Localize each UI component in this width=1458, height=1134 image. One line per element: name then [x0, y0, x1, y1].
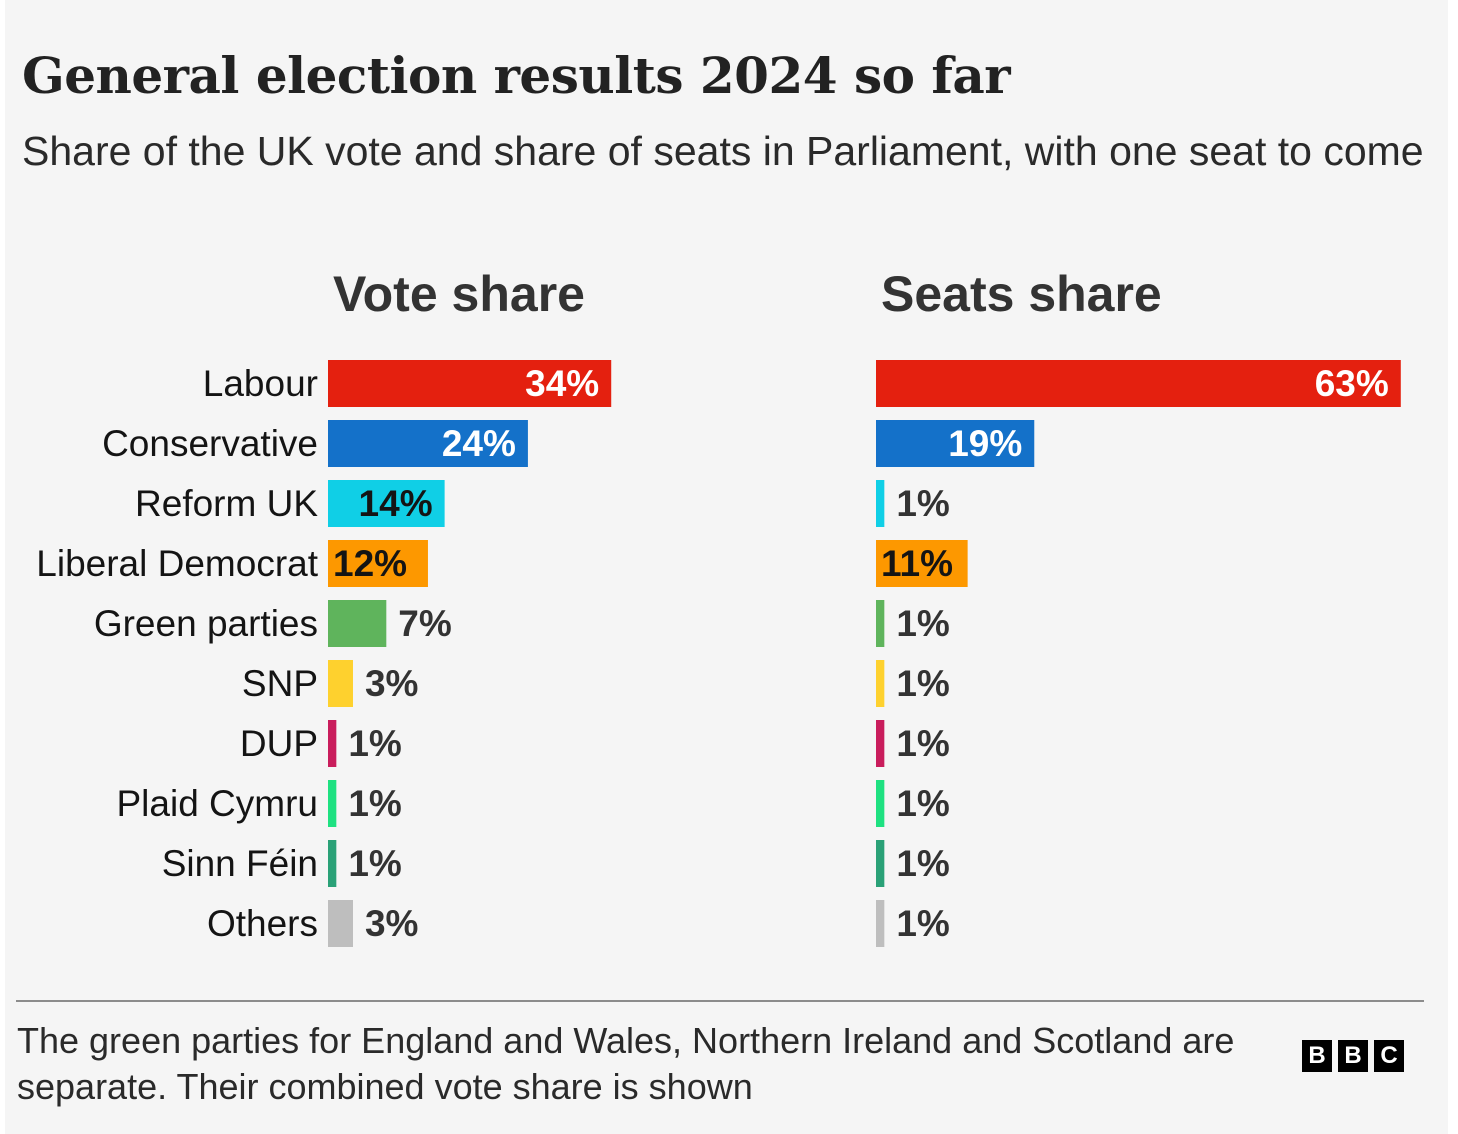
vote-value-label-sinn-fein: 1%	[348, 843, 401, 884]
category-label-sinn-fein: Sinn Féin	[162, 843, 318, 884]
seats-value-label-dup: 1%	[896, 723, 949, 764]
vote-bar-labour	[328, 360, 612, 407]
vote-share-panel-title: Vote share	[333, 266, 585, 322]
vote-bar-conservative	[328, 420, 528, 467]
category-label-others: Others	[207, 903, 318, 944]
seats-value-label-sinn-fein: 1%	[896, 843, 949, 884]
category-label-conservative: Conservative	[102, 423, 318, 464]
vote-bar-dup	[328, 720, 337, 767]
bar-chart: Labour Conservative Reform UK Liberal Democ…	[36, 360, 1401, 947]
chart-subtitle: Share of the UK vote and share of seats …	[22, 128, 1424, 174]
chart-card: General election results 2024 so far Sha…	[5, 0, 1448, 1134]
seats-bar-sinn-fein	[876, 840, 885, 887]
seats-bar-dup	[876, 720, 885, 767]
vote-value-label-green-parties: 7%	[398, 603, 451, 644]
category-label-green-parties: Green parties	[94, 603, 318, 644]
vote-bar-liberal-democrat	[328, 540, 428, 587]
vote-bar-snp	[328, 660, 353, 707]
vote-value-label-dup: 1%	[348, 723, 401, 764]
vote-value-label-liberal-democrat: 12%	[333, 543, 407, 584]
vote-value-label-snp: 3%	[365, 663, 418, 704]
category-label-dup: DUP	[240, 723, 318, 764]
category-label-plaid-cymru: Plaid Cymru	[117, 783, 319, 824]
seats-bar-others	[876, 900, 885, 947]
category-label-reform-uk: Reform UK	[135, 483, 318, 524]
seats-value-label-reform-uk: 1%	[896, 483, 949, 524]
vote-bar-reform-uk	[328, 480, 445, 527]
seats-value-label-labour: 63%	[1315, 363, 1389, 404]
vote-bar-plaid-cymru	[328, 780, 337, 827]
bbc-logo: B B C	[1302, 1040, 1404, 1072]
seats-bar-conservative	[876, 420, 1035, 467]
category-label-labour: Labour	[203, 363, 318, 404]
category-label-liberal-democrat: Liberal Democrat	[36, 543, 318, 584]
vote-value-label-reform-uk: 14%	[359, 483, 433, 524]
seats-value-label-plaid-cymru: 1%	[896, 783, 949, 824]
vote-value-label-plaid-cymru: 1%	[348, 783, 401, 824]
seats-bar-reform-uk	[876, 480, 885, 527]
footnote: The green parties for England and Wales,…	[17, 1020, 1235, 1107]
seats-value-label-liberal-democrat: 11%	[881, 543, 953, 584]
vote-value-label-conservative: 24%	[442, 423, 516, 464]
seats-bar-liberal-democrat	[876, 540, 968, 587]
seats-value-label-conservative: 19%	[948, 423, 1022, 464]
seats-value-label-snp: 1%	[896, 663, 949, 704]
seats-bar-snp	[876, 660, 885, 707]
seats-value-label-others: 1%	[896, 903, 949, 944]
vote-value-label-others: 3%	[365, 903, 418, 944]
vote-value-label-labour: 34%	[525, 363, 599, 404]
bbc-logo-letter: C	[1374, 1040, 1404, 1072]
category-label-snp: SNP	[242, 663, 318, 704]
chart-title: General election results 2024 so far	[22, 46, 1011, 105]
bbc-logo-letter: B	[1302, 1040, 1332, 1072]
seats-bar-green-parties	[876, 600, 885, 647]
seats-share-panel-title: Seats share	[881, 266, 1162, 322]
vote-bar-others	[328, 900, 353, 947]
seats-value-label-green-parties: 1%	[896, 603, 949, 644]
vote-bar-green-parties	[328, 600, 387, 647]
bbc-logo-letter: B	[1338, 1040, 1368, 1072]
seats-bar-plaid-cymru	[876, 780, 885, 827]
vote-bar-sinn-fein	[328, 840, 337, 887]
seats-bar-labour	[876, 360, 1401, 407]
footer-divider	[16, 1000, 1424, 1002]
